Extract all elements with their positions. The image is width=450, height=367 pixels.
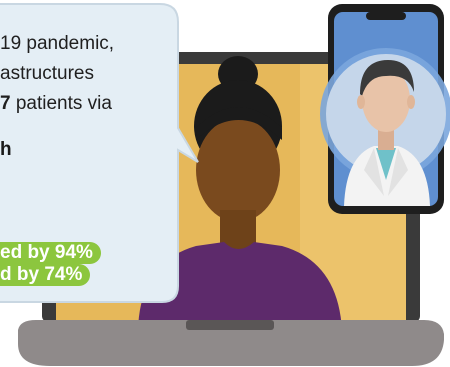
speech-bubble — [0, 3, 199, 303]
doctor-avatar-icon — [344, 60, 430, 206]
patient-avatar-icon — [138, 56, 342, 330]
laptop-base — [18, 320, 444, 366]
